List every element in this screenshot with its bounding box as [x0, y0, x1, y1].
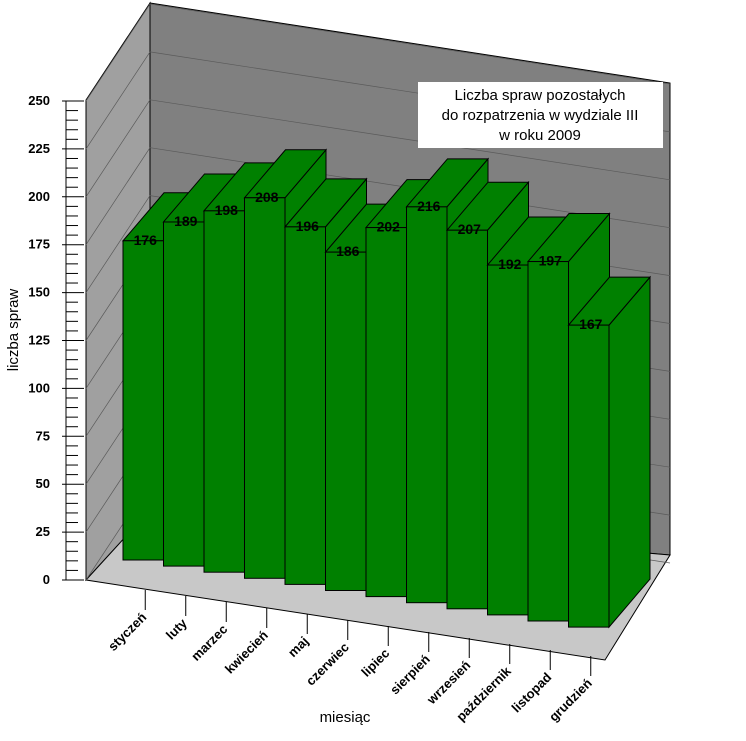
- y-tick-label: 25: [36, 524, 50, 539]
- bar-value-label: 192: [498, 256, 522, 272]
- chart-title-line: Liczba spraw pozostałych: [455, 87, 626, 104]
- bar-front-face: [527, 261, 569, 622]
- x-tick-label: sierpień: [387, 651, 433, 697]
- x-tick-label: grudzień: [546, 675, 595, 724]
- data-labels: 176 189 198 208 196 186 202 216 207 192 197 167: [134, 189, 603, 332]
- bar-value-label: 216: [417, 198, 441, 214]
- bar-front-face: [365, 227, 407, 598]
- bar-front-face: [163, 221, 205, 567]
- bar-value-label: 196: [296, 218, 320, 234]
- bar-front-face: [203, 210, 245, 573]
- x-tick-label: listopad: [509, 669, 555, 715]
- y-tick-label: 75: [36, 428, 50, 443]
- bars: [121, 148, 652, 629]
- bar-front-face: [568, 324, 610, 628]
- x-tick-label: marzec: [188, 622, 230, 664]
- x-tick-label: lipiec: [358, 646, 392, 680]
- y-tick-label: 50: [36, 476, 50, 491]
- bar-value-label: 198: [215, 202, 239, 218]
- y-tick-label: 175: [28, 237, 50, 252]
- x-tick-label: czerwiec: [303, 640, 352, 689]
- bar-value-label: 207: [458, 221, 482, 237]
- chart-title: Liczba spraw pozostałych do rozpatrzenia …: [442, 87, 639, 144]
- title-box: [418, 82, 663, 148]
- grid-line-side: [85, 147, 151, 245]
- bar-value-label: 197: [539, 253, 563, 269]
- bar-front-face: [487, 264, 529, 616]
- bar-front-face: [446, 229, 488, 610]
- y-axis: 0 25 50 75 100 125 150 175 200 225 250: [28, 93, 84, 587]
- bar-value-label: 189: [174, 213, 198, 229]
- x-tick-label: styczeń: [105, 609, 149, 653]
- y-tick-label: 150: [28, 285, 50, 300]
- bar-front-face: [284, 226, 326, 585]
- y-tick-label: 225: [28, 141, 50, 156]
- y-tick-label: 200: [28, 189, 50, 204]
- x-tick-label: luty: [163, 615, 190, 642]
- grid-line-side: [85, 3, 151, 102]
- x-axis-title: miesiąc: [320, 709, 371, 726]
- grid-line-side: [85, 195, 151, 293]
- bar-front-face: [325, 251, 367, 591]
- chart-title-line: do rozpatrzenia w wydziale III: [442, 107, 639, 124]
- y-tick-label: 100: [28, 380, 50, 395]
- bar-front-face: [244, 197, 286, 579]
- bar-value-label: 186: [336, 243, 360, 259]
- grid-line-side: [85, 99, 151, 197]
- x-tick-label: kwiecień: [222, 627, 271, 676]
- bar: [567, 275, 652, 629]
- grid-line-back: [149, 99, 671, 181]
- grid-line-back: [149, 3, 671, 85]
- y-tick-label: 250: [28, 93, 50, 108]
- y-tick-label: 125: [28, 333, 50, 348]
- chart-title-box: Liczba spraw pozostałych do rozpatrzenia …: [418, 82, 663, 148]
- bar-value-label: 208: [255, 189, 279, 205]
- bar-side-face: [608, 275, 651, 629]
- y-tick-label: 0: [43, 572, 50, 587]
- bar-front-face: [122, 240, 164, 561]
- y-axis-title: liczba spraw: [5, 289, 22, 372]
- bar-value-label: 167: [579, 316, 603, 332]
- chart-title-line: w roku 2009: [498, 127, 581, 144]
- bar-front-face: [406, 206, 448, 604]
- grid-line-side: [85, 51, 151, 150]
- bar-value-label: 202: [377, 219, 401, 235]
- x-tick-label: maj: [285, 634, 311, 660]
- bar-value-label: 176: [134, 232, 158, 248]
